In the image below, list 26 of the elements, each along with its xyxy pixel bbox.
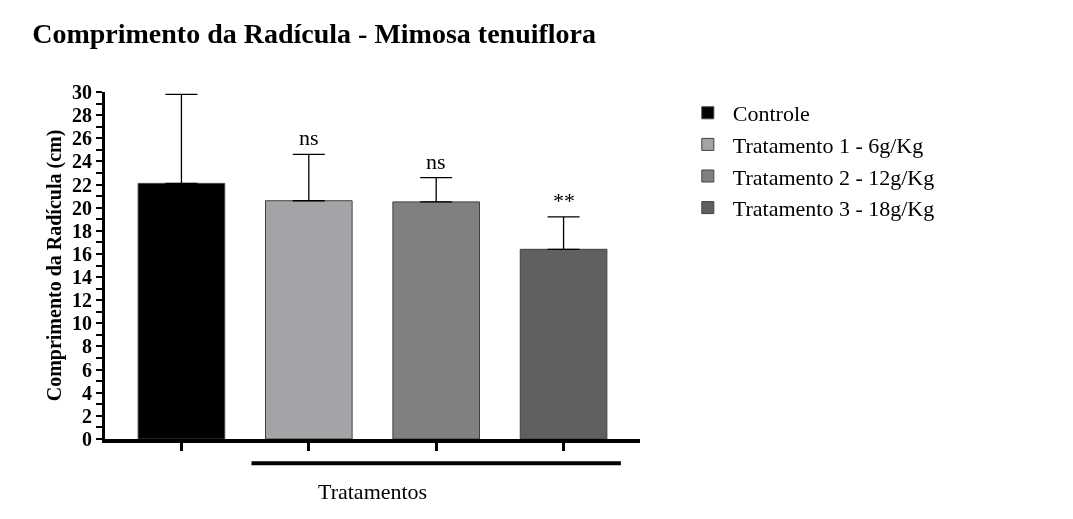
y-tick-label: 4 [82,381,92,404]
annotation: ns [299,125,319,150]
annotation: ns [426,149,446,174]
y-tick-label: 14 [72,266,92,289]
legend-label: Controle [732,101,810,127]
y-tick-label: 6 [82,358,92,381]
y-tick-label: 12 [72,289,92,312]
y-tick-label: 18 [72,219,92,242]
y-tick-label: 20 [72,196,92,219]
y-tick-label: 28 [72,104,92,127]
y-tick-label: 0 [82,428,92,450]
y-axis-title: Comprimento da Radícula (cm) [42,129,66,402]
y-tick-label: 30 [72,81,92,103]
legend-label: Tratamento 2 - 12g/Kg [732,164,935,190]
y-tick-label: 26 [72,127,92,150]
y-tick-label: 22 [72,173,92,196]
y-tick-label: 8 [82,335,92,358]
y-tick-label: 10 [72,312,92,335]
chart-title: Comprimento da Radícula - Mimosa tenuiflora [32,17,597,49]
legend-label: Tratamento 3 - 18g/Kg [732,196,935,222]
annotation: ** [553,188,575,213]
y-tick-label: 16 [72,242,92,265]
x-axis-title: Tratamentos [318,479,428,504]
legend-label: Tratamento 1 - 6g/Kg [732,132,924,158]
y-tick-label: 2 [82,404,92,427]
y-tick-label: 24 [72,150,92,173]
